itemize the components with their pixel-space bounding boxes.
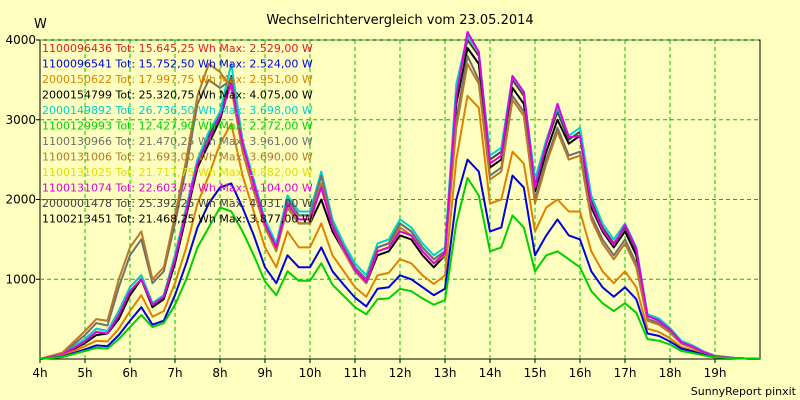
x-tick-label: 6h [122, 366, 137, 380]
x-tick-label: 18h [659, 366, 682, 380]
series-line-7 [39, 158, 761, 360]
series-line-6 [39, 94, 761, 360]
y-axis-unit: W [34, 17, 47, 32]
legend-entry: 1100129993 Tot: 12.427,90 Wh Max: 2.272,… [42, 120, 313, 133]
x-tick-label: 4h [32, 366, 47, 380]
series-line-8 [39, 177, 761, 360]
y-tick-label: 3000 [5, 113, 36, 127]
legend-entry: 2000001478 Tot: 25.392,25 Wh Max: 4.031,… [42, 197, 313, 210]
series-line-4 [39, 62, 761, 360]
series-line-5 [39, 31, 761, 360]
series-line-0 [39, 47, 761, 360]
legend-entry: 2000149892 Tot: 26.736,50 Wh Max: 3.698,… [42, 104, 313, 117]
legend-entry: 1100130966 Tot: 21.470,25 Wh Max: 3.961,… [42, 135, 313, 148]
x-tick-label: 9h [257, 366, 272, 380]
chart-title: Wechselrichtervergleich vom 23.05.2014 [266, 13, 533, 28]
x-tick-label: 14h [479, 366, 502, 380]
x-tick-label: 19h [704, 366, 727, 380]
series-lines [39, 31, 761, 360]
x-tick-label: 8h [212, 366, 227, 380]
x-tick-label: 11h [344, 366, 367, 380]
legend-entry: 1100131006 Tot: 21.693,00 Wh Max: 3.690,… [42, 151, 313, 164]
x-axis: 4h 5h 6h 7h 8h 9h 10h 11h 12h 13h 14h 15h 16h 17h 18h 1… [32, 359, 726, 380]
y-axis: 1000 2000 3000 4000 [5, 33, 40, 286]
x-tick-label: 15h [524, 366, 547, 380]
legend-entry: 1100096541 Tot: 15.752,50 Wh Max: 2.524,… [42, 58, 313, 71]
legend-entry: 1100131074 Tot: 22.603,75 Wh Max: 4.104,… [42, 182, 313, 195]
x-tick-label: 13h [434, 366, 457, 380]
legend-entry: 1100213451 Tot: 21.468,25 Wh Max: 3.877,… [42, 213, 313, 226]
x-tick-label: 10h [299, 366, 322, 380]
y-tick-label: 4000 [5, 33, 36, 47]
legend-entry: 1100096436 Tot: 15.645,25 Wh Max: 2.529,… [42, 42, 313, 55]
x-tick-label: 16h [569, 366, 592, 380]
x-tick-label: 5h [77, 366, 92, 380]
legend-entry: 2000154799 Tot: 25.320,75 Wh Max: 4.075,… [42, 89, 313, 102]
x-tick-label: 12h [389, 366, 412, 380]
grid [40, 39, 760, 359]
x-tick-label: 17h [614, 366, 637, 380]
x-tick-label: 7h [167, 366, 182, 380]
legend-entry: 2000150622 Tot: 17.997,75 Wh Max: 2.951,… [42, 73, 313, 86]
y-tick-label: 1000 [5, 272, 36, 286]
y-tick-label: 2000 [5, 193, 36, 207]
legend: 1100096436 Tot: 15.645,25 Wh Max: 2.529,… [42, 42, 313, 226]
legend-entry: 1100131025 Tot: 21.717,75 Wh Max: 3.882,… [42, 166, 313, 179]
series-line-3 [39, 54, 761, 360]
footer-credit: SunnyReport pinxit [691, 385, 797, 398]
